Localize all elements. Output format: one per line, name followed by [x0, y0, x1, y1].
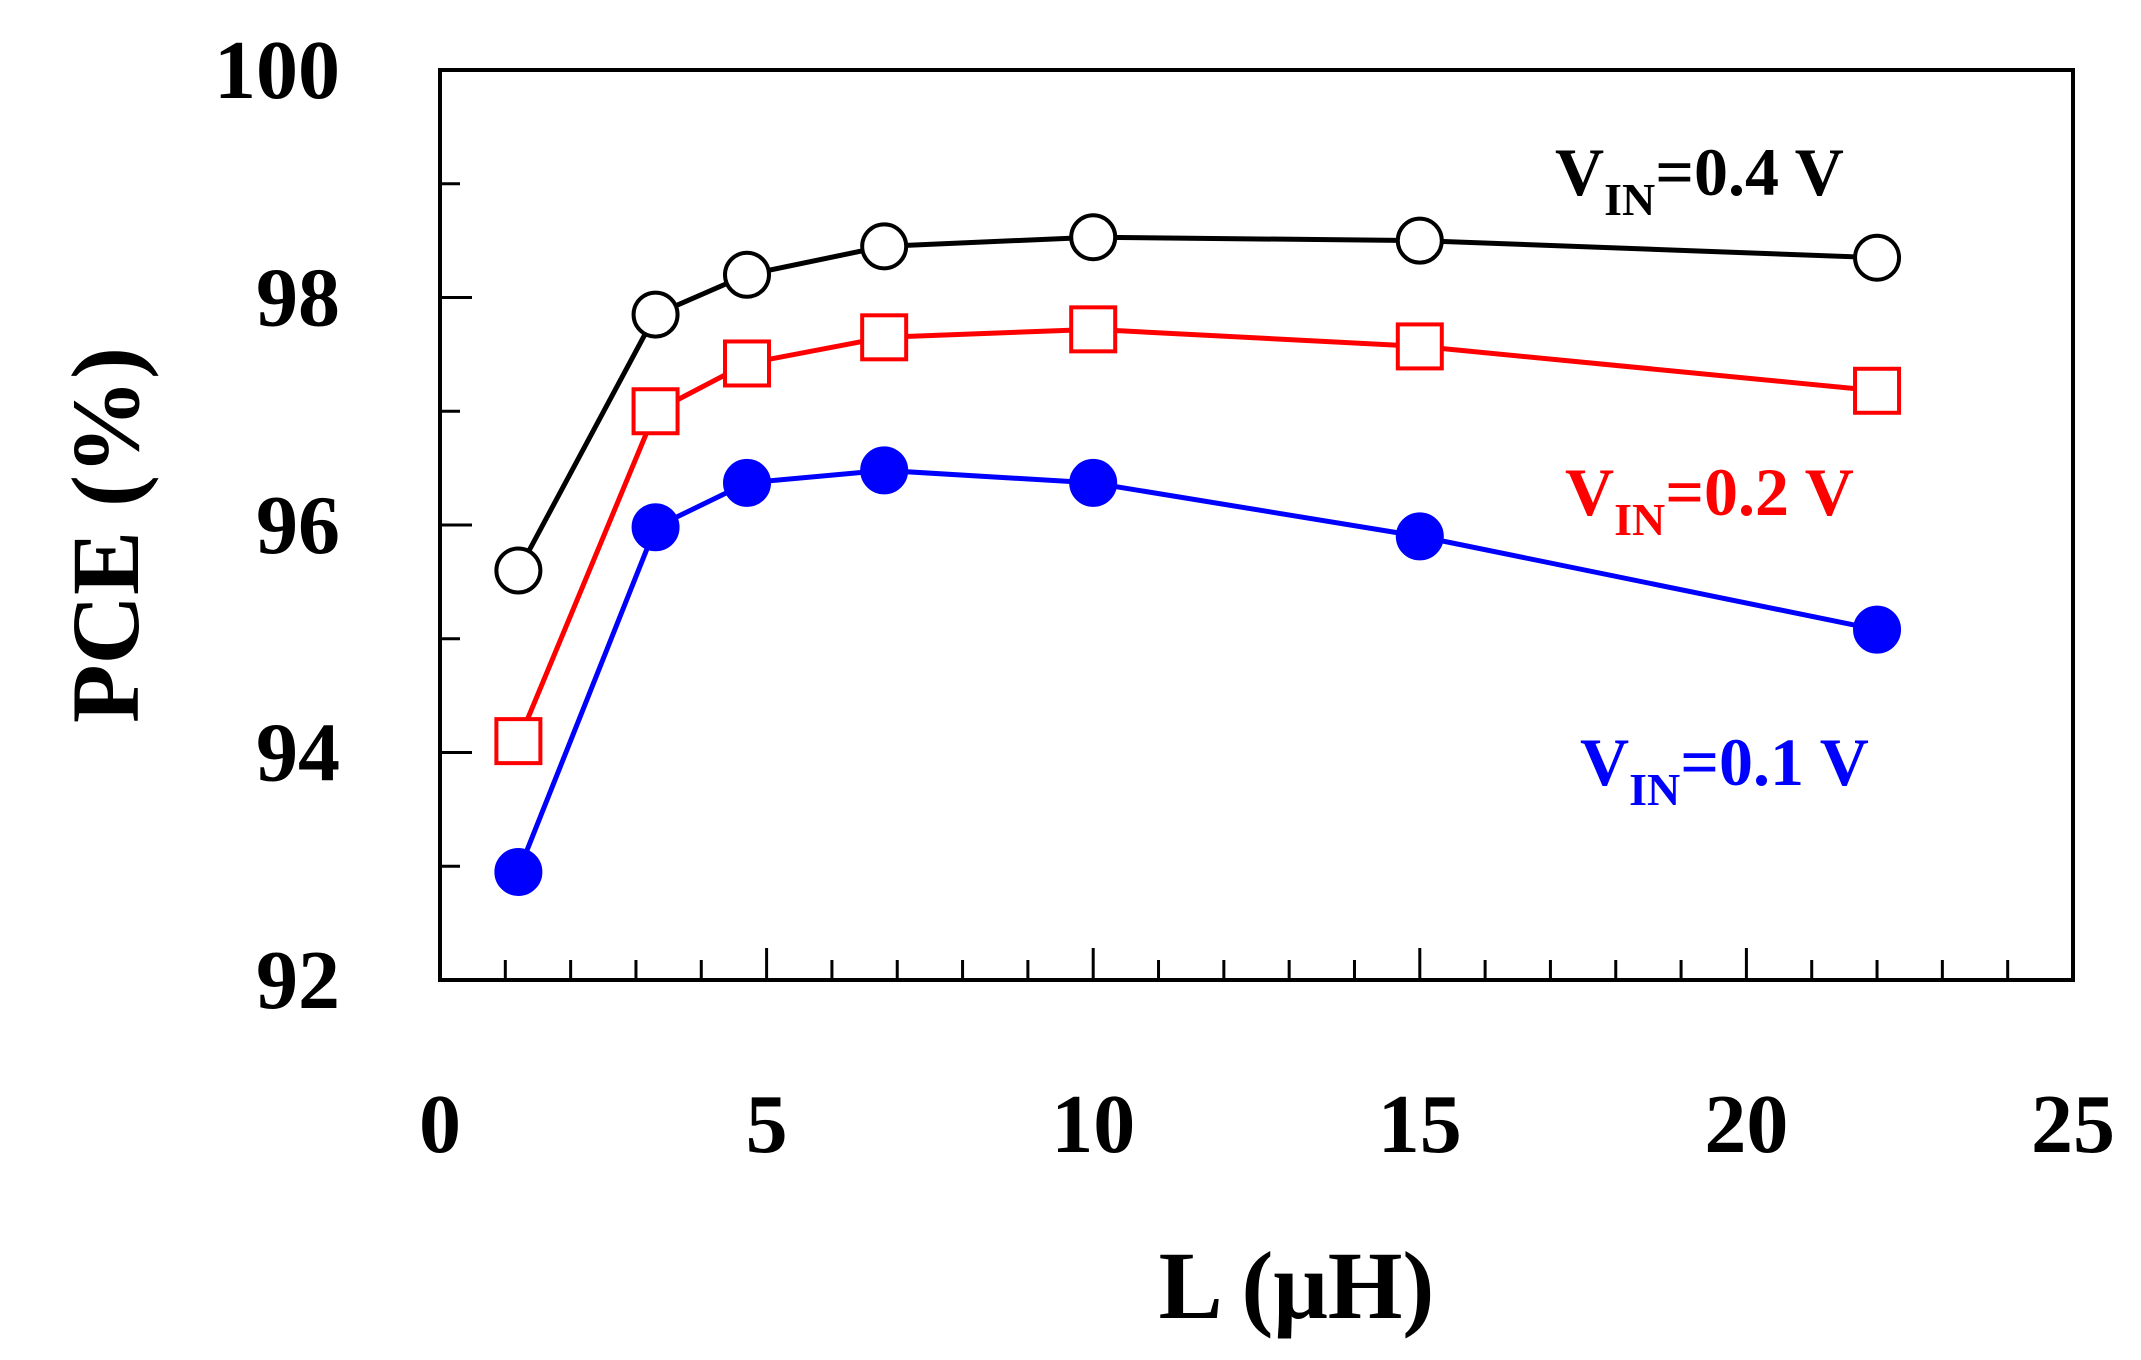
data-point — [494, 717, 543, 766]
data-point — [723, 458, 772, 507]
y-tick-label: 92 — [256, 934, 340, 1027]
data-point — [494, 847, 543, 896]
y-tick-label: 94 — [256, 707, 340, 800]
x-tick-label: 20 — [1704, 1078, 1788, 1171]
data-point — [1853, 366, 1902, 415]
data-point — [1853, 233, 1902, 282]
data-point — [1853, 605, 1902, 654]
y-tick-label: 100 — [214, 24, 340, 117]
y-tick-label: 98 — [256, 252, 340, 345]
y-tick-label: 96 — [256, 479, 340, 572]
series-label-value: =0.2 V — [1665, 454, 1854, 530]
data-point — [860, 222, 909, 271]
series-label-0: VIN=0.4 V — [1555, 134, 1844, 225]
data-point — [631, 387, 680, 436]
data-point — [1069, 458, 1118, 507]
series-label-main: V — [1565, 454, 1614, 530]
data-point — [723, 339, 772, 388]
data-point — [1069, 305, 1118, 354]
x-tick-label: 15 — [1378, 1078, 1462, 1171]
data-point — [1395, 512, 1444, 561]
series-label-subscript: IN — [1604, 174, 1655, 225]
series-label-2: VIN=0.1 V — [1580, 724, 1869, 815]
data-point — [631, 503, 680, 552]
series-label-value: =0.4 V — [1655, 134, 1844, 210]
data-point — [723, 250, 772, 299]
data-point — [1395, 322, 1444, 371]
series-line-1 — [516, 326, 1878, 743]
data-point — [860, 313, 909, 362]
x-axis-title: L (μH) — [1159, 1232, 1435, 1339]
data-point — [1069, 213, 1118, 262]
x-tick-label: 25 — [2031, 1078, 2115, 1171]
series-label-1: VIN=0.2 V — [1565, 454, 1854, 545]
series-label-subscript: IN — [1629, 764, 1680, 815]
series-label-subscript: IN — [1614, 494, 1665, 545]
data-point — [1395, 216, 1444, 265]
x-tick-label: 0 — [419, 1078, 461, 1171]
x-tick-label: 5 — [746, 1078, 788, 1171]
series-label-main: V — [1580, 724, 1629, 800]
series-label-value: =0.1 V — [1680, 724, 1869, 800]
data-point — [494, 546, 543, 595]
data-point — [631, 290, 680, 339]
data-point — [860, 446, 909, 495]
x-tick-label: 10 — [1051, 1078, 1135, 1171]
y-axis-title: PCE (%) — [52, 347, 159, 723]
series-label-main: V — [1555, 134, 1604, 210]
